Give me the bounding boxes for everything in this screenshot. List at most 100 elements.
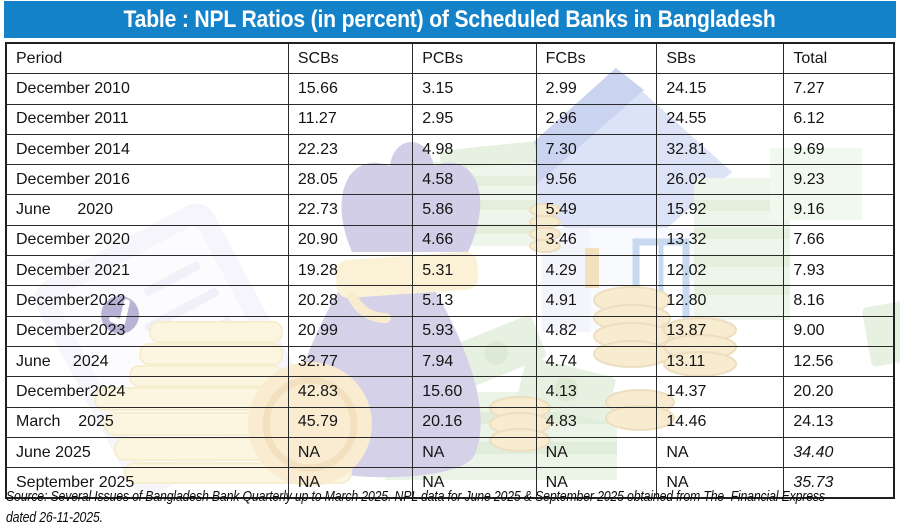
value-cell: 9.00 [783,315,895,347]
value-cell: 3.15 [412,73,537,105]
value-cell: NA [656,467,785,499]
value-cell: NA [412,436,537,469]
source-line-1: Source: Several Issues of Bangladesh Ban… [6,488,825,505]
value-cell: 4.13 [535,376,658,408]
value-cell: 15.60 [412,376,537,408]
table-row: December 2020 20.90 4.66 3.46 13.32 7.66 [5,224,895,257]
value-cell: NA [412,467,537,499]
value-cell: 6.12 [783,103,895,135]
value-cell: 20.16 [412,406,537,438]
period-cell: December 2010 [5,73,289,105]
value-cell: 28.05 [287,164,414,196]
column-header: SBs [656,42,785,75]
value-cell: 24.55 [656,103,785,135]
period-cell: December 2011 [5,103,289,135]
value-cell: 9.56 [535,164,658,196]
table-body: December 2010 15.66 3.15 2.99 24.15 7.27 Decem… [5,73,895,499]
period-cell: September 2025 [5,467,289,499]
value-cell: NA [535,436,658,469]
table-row: December2022 20.28 5.13 4.91 12.80 8.16 [5,285,895,317]
value-cell: 34.40 [783,436,895,469]
value-cell: 5.49 [535,194,658,226]
value-cell: 20.90 [287,224,414,257]
value-cell: 7.27 [783,73,895,105]
value-cell: 4.83 [535,406,658,438]
period-cell: December2023 [5,315,289,347]
table-row: March 2025 45.79 20.16 4.83 14.46 24.13 [5,406,895,438]
value-cell: 22.23 [287,133,414,166]
period-cell: December 2021 [5,255,289,287]
table-row: December2024 42.83 15.60 4.13 14.37 20.20 [5,376,895,408]
period-cell: December2022 [5,285,289,317]
value-cell: 5.13 [412,285,537,317]
column-header: SCBs [287,42,414,75]
table-row: December 2010 15.66 3.15 2.99 24.15 7.27 [5,73,895,105]
period-cell: March 2025 [5,406,289,438]
value-cell: 13.87 [656,315,785,347]
value-cell: 4.98 [412,133,537,166]
table-row: June 2024 32.77 7.94 4.74 13.11 12.56 [5,345,895,378]
value-cell: 4.29 [535,255,658,287]
value-cell: 42.83 [287,376,414,408]
value-cell: 20.28 [287,285,414,317]
value-cell: 7.93 [783,255,895,287]
value-cell: 24.15 [656,73,785,105]
table-row: September 2025 NA NA NA NA 35.73 [5,467,895,499]
value-cell: 4.58 [412,164,537,196]
header-row: Period SCBs PCBs FCBs SBs Total [5,42,895,75]
value-cell: 12.80 [656,285,785,317]
value-cell: 20.20 [783,376,895,408]
value-cell: 2.99 [535,73,658,105]
value-cell: 13.32 [656,224,785,257]
value-cell: 20.99 [287,315,414,347]
value-cell: 2.96 [535,103,658,135]
value-cell: 9.69 [783,133,895,166]
period-cell: December 2020 [5,224,289,257]
value-cell: 32.77 [287,345,414,378]
value-cell: 4.74 [535,345,658,378]
value-cell: 7.66 [783,224,895,257]
column-header: PCBs [412,42,537,75]
value-cell: 26.02 [656,164,785,196]
column-header: Period [5,42,289,75]
value-cell: 5.86 [412,194,537,226]
page-title: Table : NPL Ratios (in percent) of Sched… [123,5,777,33]
value-cell: 12.56 [783,345,895,378]
table-row: December 2011 11.27 2.95 2.96 24.55 6.12 [5,103,895,135]
value-cell: 9.16 [783,194,895,226]
column-header: Total [783,42,895,75]
table-row: June 2020 22.73 5.86 5.49 15.92 9.16 [5,194,895,226]
value-cell: 13.11 [656,345,785,378]
value-cell: 5.93 [412,315,537,347]
value-cell: 7.94 [412,345,537,378]
value-cell: 19.28 [287,255,414,287]
title-bar: Table : NPL Ratios (in percent) of Sched… [4,1,896,38]
value-cell: 15.66 [287,73,414,105]
table-row: December 2014 22.23 4.98 7.30 32.81 9.69 [5,133,895,166]
value-cell: 11.27 [287,103,414,135]
table-row: December2023 20.99 5.93 4.82 13.87 9.00 [5,315,895,347]
value-cell: NA [535,467,658,499]
table-row: December 2016 28.05 4.58 9.56 26.02 9.23 [5,164,895,196]
period-cell: December2024 [5,376,289,408]
source-line-2: dated 26-11-2025. [6,509,103,522]
value-cell: 3.46 [535,224,658,257]
value-cell: 24.13 [783,406,895,438]
value-cell: 14.37 [656,376,785,408]
period-cell: December 2016 [5,164,289,196]
column-header: FCBs [535,42,658,75]
value-cell: 12.02 [656,255,785,287]
period-cell: June 2025 [5,436,289,469]
period-cell: June 2024 [5,345,289,378]
value-cell: 9.23 [783,164,895,196]
table-row: December 2021 19.28 5.31 4.29 12.02 7.93 [5,255,895,287]
period-cell: December 2014 [5,133,289,166]
table-row: June 2025 NA NA NA NA 34.40 [5,436,895,469]
value-cell: 7.30 [535,133,658,166]
value-cell: 15.92 [656,194,785,226]
source-note: Source: Several Issues of Bangladesh Ban… [6,486,900,522]
value-cell: 8.16 [783,285,895,317]
value-cell: 4.91 [535,285,658,317]
value-cell: 4.66 [412,224,537,257]
